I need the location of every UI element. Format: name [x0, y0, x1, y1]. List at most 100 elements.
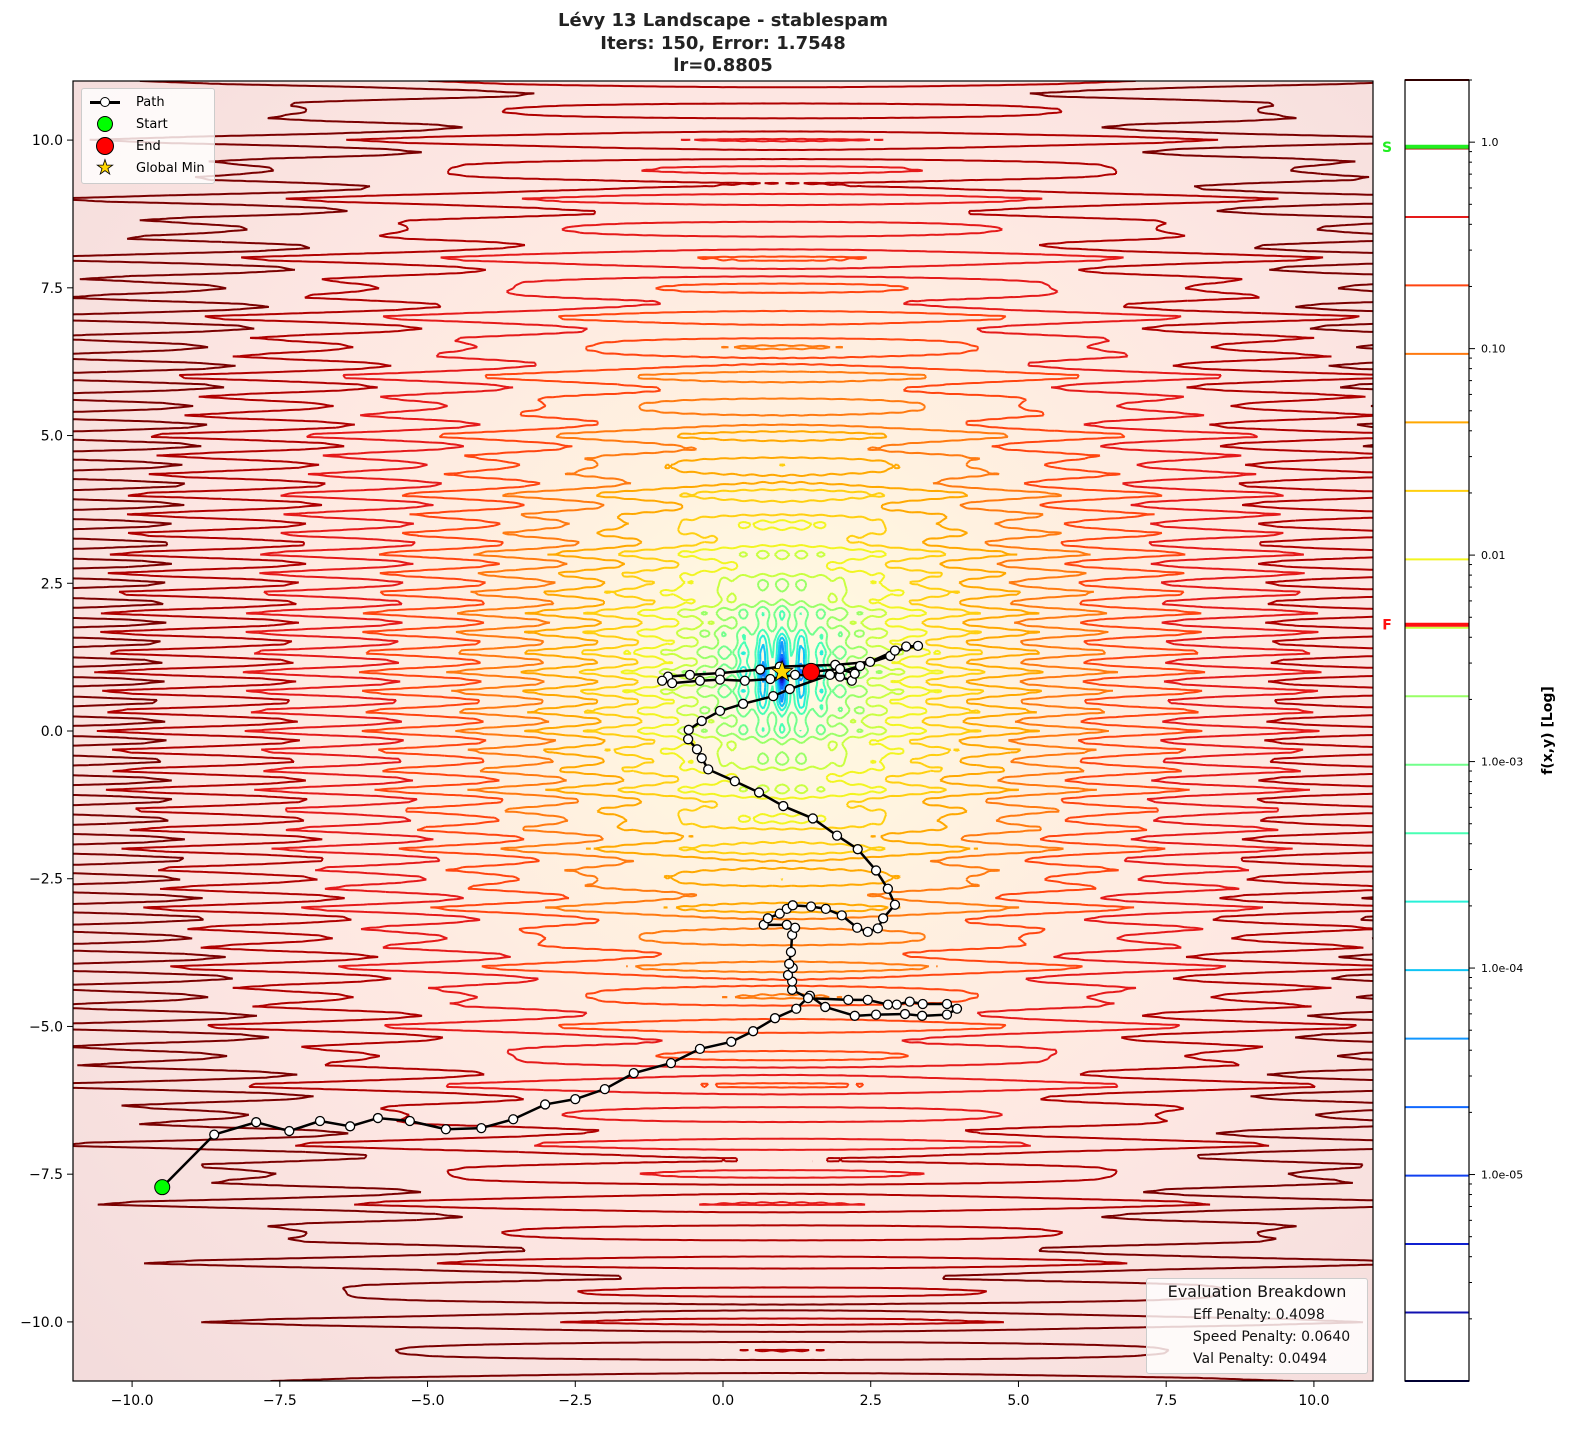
chart-title-line-2: Iters: 150, Error: 1.7548: [600, 33, 846, 54]
path-point: [917, 998, 928, 1010]
path-point: [372, 1112, 384, 1124]
path-point: [785, 946, 797, 958]
x-tick-label: −2.5: [558, 1393, 592, 1409]
legend-label: Path: [136, 94, 165, 110]
colorbar: S F 1.0 0.10 0.01 1.0e-03 1.0e-04 1.0e-05 f(x,y)…: [1382, 79, 1556, 1382]
path-point: [870, 1009, 882, 1020]
path-point: [831, 830, 843, 841]
path-point: [753, 787, 765, 798]
colorbar-frame: [1404, 79, 1470, 1382]
optimizer-path: [154, 640, 963, 1196]
colorbar-body: [1405, 80, 1469, 1381]
contour-level-3: [358, 255, 1206, 1089]
axes: −10.0 −7.5 −5.0 −2.5 0.0 2.5 5.0 7.5 10.0 10.0 7.5…: [20, 133, 1329, 1409]
path-point: [791, 1003, 802, 1014]
path-point: [284, 1125, 295, 1137]
path-point: [769, 1013, 781, 1024]
legend-item-global-min: ★ Global Min: [90, 155, 205, 180]
y-tick-label: 2.5: [41, 576, 63, 592]
path-point: [941, 1009, 953, 1020]
colorbar-tick-label: 0.01: [1481, 549, 1506, 562]
path-point: [904, 996, 915, 1007]
path-point: [209, 1129, 220, 1140]
path-point: [862, 926, 873, 938]
x-tick-label: −5.0: [411, 1393, 445, 1409]
path-point: [774, 908, 785, 919]
path-point: [747, 1026, 759, 1037]
legend: Path Start End ★ Global Min: [81, 88, 215, 184]
path-point: [912, 640, 924, 652]
contour-level-1: [94, 81, 1373, 1353]
path-point: [802, 992, 814, 1004]
legend-label: Global Min: [136, 160, 205, 176]
star-icon: ★: [96, 155, 115, 180]
path-point: [916, 1010, 928, 1021]
x-tick-label: 10.0: [1298, 1393, 1329, 1409]
path-point: [714, 705, 726, 717]
path-point: [870, 865, 882, 876]
y-tick-label: −7.5: [29, 1167, 63, 1183]
legend-item-end: End: [90, 136, 161, 156]
path-line: [161, 644, 959, 1189]
y-tick-label: −5.0: [29, 1019, 63, 1035]
path-point: [665, 1057, 677, 1069]
colorbar-tick-label: 0.10: [1481, 343, 1506, 356]
speed-penalty: Speed Penalty: 0.0640: [1193, 1329, 1351, 1345]
eff-penalty: Eff Penalty: 0.4098: [1193, 1307, 1325, 1323]
colorbar-tick-label: 1.0e-04: [1481, 962, 1523, 975]
path-point: [656, 675, 668, 686]
contour-level-4: [446, 344, 1119, 1000]
path-point: [901, 641, 912, 652]
evaluation-title: Evaluation Breakdown: [1167, 1282, 1347, 1301]
path-point: [726, 1036, 737, 1047]
start-marker-icon: [97, 116, 113, 132]
path-point: [852, 844, 863, 855]
colorbar-marker-label: S: [1382, 140, 1392, 156]
path-point: [251, 1117, 262, 1128]
y-tick-label: 10.0: [32, 133, 63, 149]
path-point: [789, 669, 801, 681]
path-point: [941, 998, 953, 1010]
path-point: [765, 673, 776, 685]
x-tick-label: 5.0: [1007, 1393, 1029, 1409]
path-point: [889, 899, 901, 910]
path-point: [849, 668, 860, 679]
x-tick-label: 0.0: [712, 1393, 734, 1409]
path-point: [683, 724, 694, 735]
path-point: [854, 660, 866, 672]
evaluation-breakdown-box: Evaluation Breakdown Eff Penalty: 0.4098…: [1146, 1278, 1368, 1374]
path-point: [805, 901, 817, 912]
path-point: [820, 903, 831, 915]
path-point: [694, 1043, 706, 1055]
path-point: [737, 698, 749, 709]
path-point: [599, 1083, 610, 1095]
path-point: [877, 913, 889, 924]
path-point: [882, 883, 894, 894]
path-point: [951, 1003, 963, 1014]
y-tick-label: 5.0: [41, 429, 63, 445]
global-min-star: [770, 659, 794, 682]
x-tick-label: 7.5: [1155, 1393, 1177, 1409]
path-point: [508, 1114, 519, 1125]
x-tick-label: −7.5: [263, 1393, 297, 1409]
val-penalty: Val Penalty: 0.0494: [1193, 1351, 1328, 1367]
path-point: [889, 645, 901, 656]
path-point: [684, 669, 696, 681]
path-point: [628, 1067, 639, 1079]
path-point: [882, 999, 894, 1010]
path-point: [784, 683, 795, 695]
path-point: [768, 690, 779, 702]
path-point: [836, 910, 847, 921]
colorbar-tick-label: 1.0e-03: [1481, 756, 1523, 769]
path-point: [807, 813, 818, 824]
y-tick-label: 0.0: [41, 724, 63, 740]
landscape-background: [73, 81, 1373, 1381]
path-point: [824, 669, 836, 681]
path-point: [314, 1115, 326, 1127]
path-point: [782, 969, 794, 981]
path-point: [667, 677, 678, 689]
path-point: [404, 1115, 415, 1127]
path-point: [899, 1008, 911, 1020]
path-point: [864, 656, 876, 668]
